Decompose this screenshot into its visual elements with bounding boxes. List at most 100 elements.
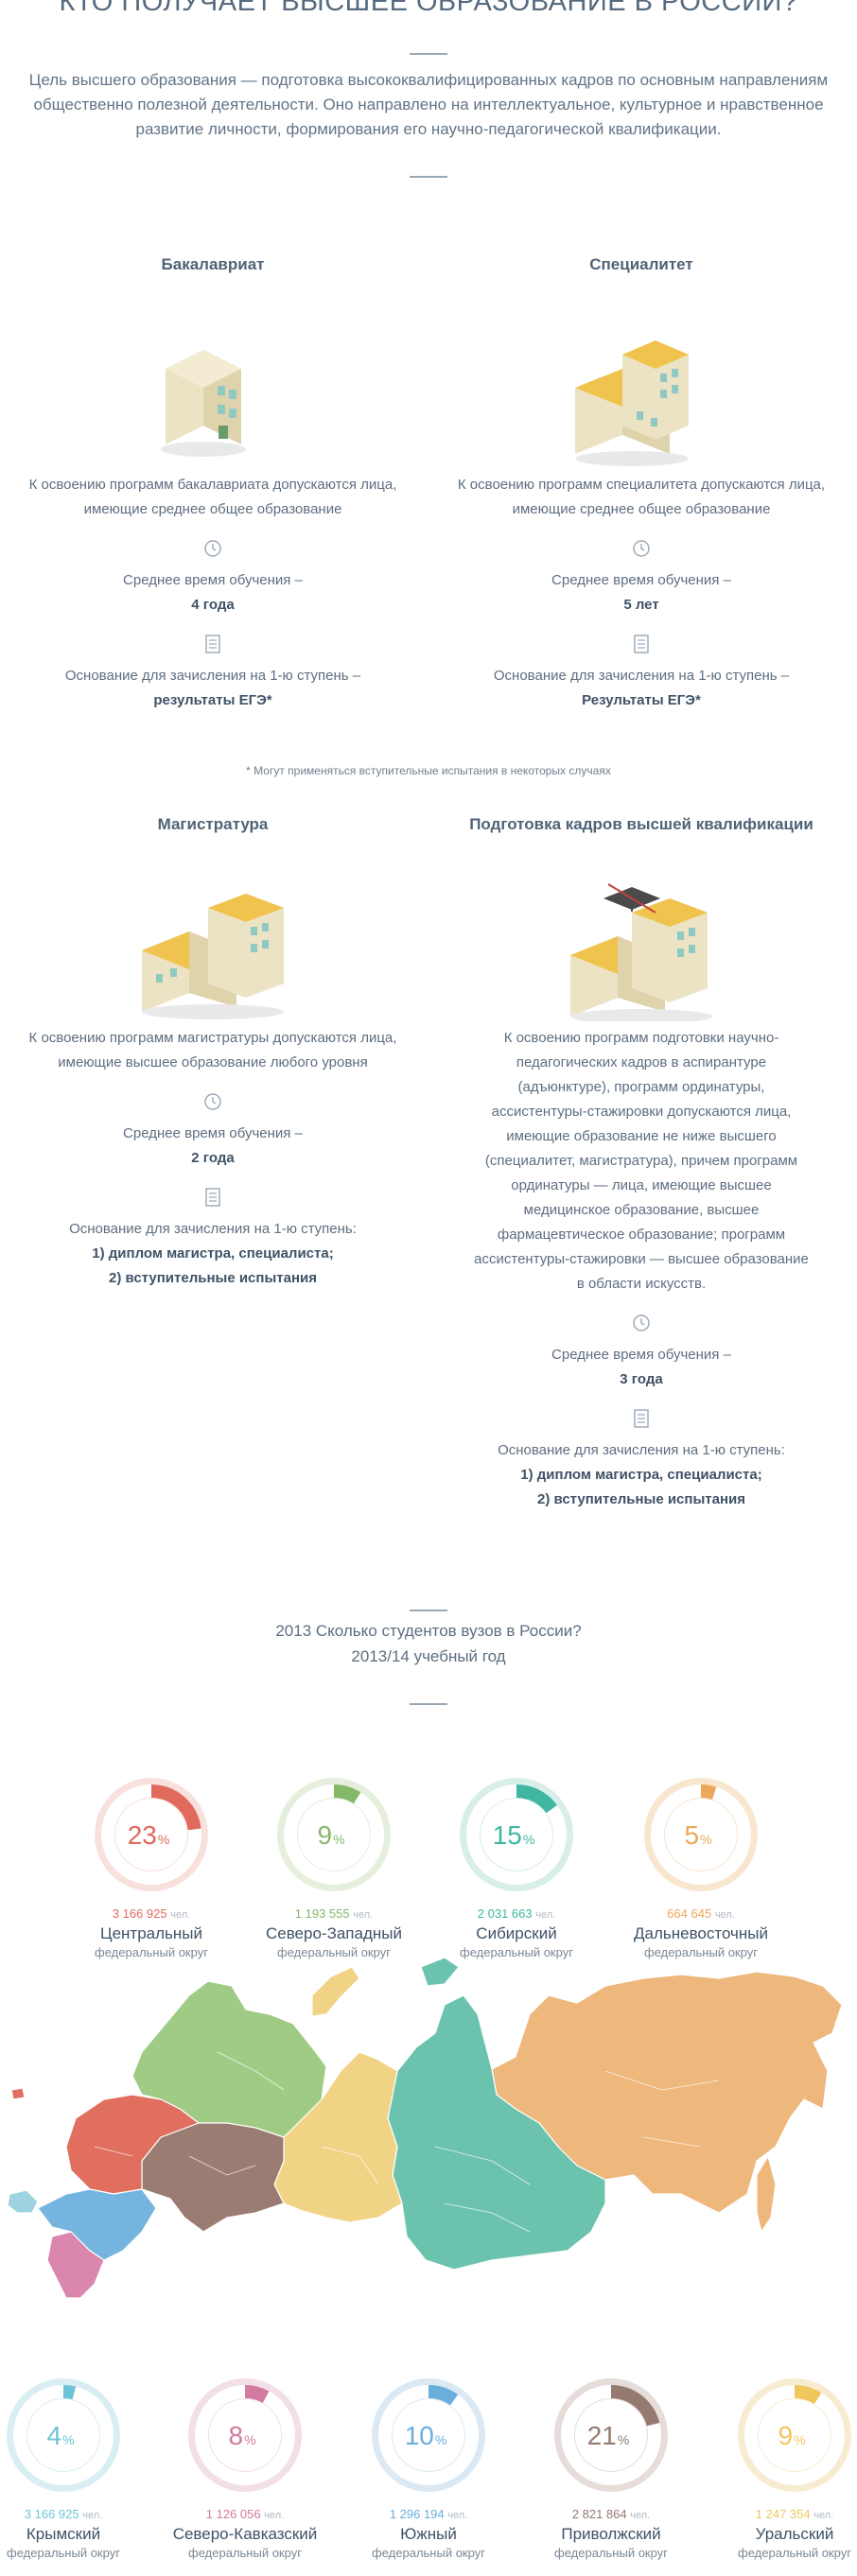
admission-text: К освоению программ бакалавриата допуска… xyxy=(28,477,397,517)
donut-hole xyxy=(298,1799,370,1871)
student-count: 1 247 354 чел. xyxy=(755,2507,834,2521)
basis-value: 1) диплом магистра, специалиста; xyxy=(520,1467,762,1483)
level-title: Магистратура xyxy=(157,815,269,833)
basis-label: Основание для зачисления на 1-ю ступень … xyxy=(493,668,790,684)
student-count: 1 126 056 чел. xyxy=(205,2507,285,2521)
level-block: Подготовка кадров высшей квалификации xyxy=(428,815,854,834)
basis-value: 2) вступительные испытания xyxy=(536,1491,745,1507)
student-count: 664 645 чел. xyxy=(667,1906,735,1921)
district-stat[interactable]: 8% 1 126 056 чел. Северо-Кавказский феде… xyxy=(155,2374,335,2561)
district-stat[interactable]: 5% 664 645 чел. Дальневосточный федераль… xyxy=(611,1773,791,1960)
donut-percent: 10% xyxy=(405,2421,447,2450)
level-title: Подготовка кадров высшей квалификации xyxy=(469,815,813,833)
student-count: 1 193 555 чел. xyxy=(294,1906,374,1921)
district-subtitle: федеральный округ xyxy=(554,2546,668,2560)
donut-chart: 4% xyxy=(7,2378,120,2492)
level-block: Магистратура xyxy=(0,815,426,834)
district-name: Северо-Западный xyxy=(265,1924,402,1942)
stats-title: 2013 Сколько студентов вузов в России? 2… xyxy=(275,1622,582,1665)
duration-label: Среднее время обучения – xyxy=(551,1347,731,1363)
student-count: 2 031 663 чел. xyxy=(477,1906,556,1921)
student-count: 2 821 864 чел. xyxy=(571,2507,651,2521)
divider xyxy=(410,1610,447,1611)
duration-label: Среднее время обучения – xyxy=(123,572,303,588)
donut-chart: 10% xyxy=(372,2378,485,2492)
donut-hole xyxy=(209,2399,281,2471)
donut-chart: 8% xyxy=(188,2378,302,2492)
building-icon xyxy=(575,340,689,466)
district-stat[interactable]: 15% 2 031 663 чел. Сибирский федеральный… xyxy=(427,1773,606,1960)
clock-icon xyxy=(428,539,854,563)
map-region-kaliningrad[interactable] xyxy=(10,2087,26,2100)
building-illustration xyxy=(428,879,854,1021)
level-block: Специалитет xyxy=(428,255,854,274)
donut-hole xyxy=(393,2399,464,2471)
donut-hole xyxy=(481,1799,552,1871)
district-subtitle: федеральный округ xyxy=(7,2546,120,2560)
building-illustration xyxy=(428,331,854,473)
donut-hole xyxy=(115,1799,187,1871)
donut-arc xyxy=(651,1784,751,1885)
basis-label: Основание для зачисления на 1-ю ступень: xyxy=(69,1221,357,1237)
donut-chart: 9% xyxy=(738,2378,851,2492)
donut-chart: 9% xyxy=(277,1778,391,1891)
map-region-central[interactable] xyxy=(65,2094,200,2195)
map-island-sakhalin[interactable] xyxy=(756,2155,777,2233)
district-stat[interactable]: 21% 2 821 864 чел. Приволжский федеральн… xyxy=(521,2374,701,2561)
district-name: Дальневосточный xyxy=(633,1924,769,1942)
donut-arc xyxy=(378,2385,479,2485)
district-name: Крымский xyxy=(26,2525,101,2543)
clock-icon xyxy=(0,539,426,563)
building-icon xyxy=(161,350,246,457)
duration-value: 3 года xyxy=(620,1371,663,1387)
donut-percent: 8% xyxy=(228,2421,255,2450)
document-icon xyxy=(428,1409,854,1433)
admission-text: К освоению программ магистратуры допуска… xyxy=(28,1030,397,1070)
admission-text: К освоению программ подготовки научно-пе… xyxy=(474,1030,809,1292)
district-subtitle: федеральный округ xyxy=(188,2546,302,2560)
document-icon xyxy=(428,635,854,658)
basis-value: 1) диплом магистра, специалиста; xyxy=(92,1245,334,1262)
map-region-north-caucasus[interactable] xyxy=(46,2231,105,2299)
basis-label: Основание для зачисления на 1-ю ступень: xyxy=(498,1442,785,1458)
russia-map xyxy=(7,1958,843,2299)
duration-label: Среднее время обучения – xyxy=(123,1125,303,1141)
district-name: Приволжский xyxy=(561,2525,661,2543)
page-title: КТО ПОЛУЧАЕТ ВЫСШЕЕ ОБРАЗОВАНИЕ В РОССИИ… xyxy=(59,0,798,17)
district-name: Сибирский xyxy=(476,1924,557,1942)
student-count: 3 166 925 чел. xyxy=(24,2507,103,2521)
divider xyxy=(410,53,447,55)
district-name: Центральный xyxy=(100,1924,202,1942)
map-island-novaya-zemlya[interactable] xyxy=(311,1966,360,2017)
map-region-siberian[interactable] xyxy=(387,1994,606,2271)
level-block: Бакалавриат xyxy=(0,255,426,274)
building-icon xyxy=(142,894,284,1019)
duration-value: 5 лет xyxy=(623,597,659,613)
clock-icon xyxy=(0,1092,426,1116)
donut-hole xyxy=(759,2399,831,2471)
student-count: 1 296 194 чел. xyxy=(389,2507,468,2521)
district-stat[interactable]: 23% 3 166 925 чел. Центральный федеральн… xyxy=(61,1773,241,1960)
donut-arc xyxy=(466,1784,567,1885)
building-illustration xyxy=(0,331,426,473)
map-island-severnaya-zemlya[interactable] xyxy=(420,1958,460,1987)
district-name: Северо-Кавказский xyxy=(172,2525,318,2543)
level-details: К освоению программ специалитета допуска… xyxy=(428,473,854,713)
map-region-volga[interactable] xyxy=(141,2122,285,2233)
donut-chart: 21% xyxy=(554,2378,668,2492)
district-subtitle: федеральный округ xyxy=(95,1945,208,1959)
donut-chart: 15% xyxy=(460,1778,573,1891)
donut-hole xyxy=(575,2399,647,2471)
duration-label: Среднее время обучения – xyxy=(551,572,731,588)
district-stat[interactable]: 4% 3 166 925 чел. Крымский федеральный о… xyxy=(0,2374,153,2561)
basis-value: 2) вступительные испытания xyxy=(108,1270,317,1286)
district-subtitle: федеральный округ xyxy=(277,1945,391,1959)
intro-text: Цель высшего образования — подготовка вы… xyxy=(28,71,829,138)
level-details: К освоению программ магистратуры допуска… xyxy=(0,1026,426,1291)
map-region-crimea[interactable] xyxy=(7,2189,39,2214)
district-subtitle: федеральный округ xyxy=(644,1945,758,1959)
building-illustration xyxy=(0,879,426,1021)
district-stat[interactable]: 9% 1 193 555 чел. Северо-Западный федера… xyxy=(244,1773,424,1960)
district-stat[interactable]: 10% 1 296 194 чел. Южный федеральный окр… xyxy=(339,2374,518,2561)
district-stat[interactable]: 9% 1 247 354 чел. Уральский федеральный … xyxy=(705,2374,857,2561)
